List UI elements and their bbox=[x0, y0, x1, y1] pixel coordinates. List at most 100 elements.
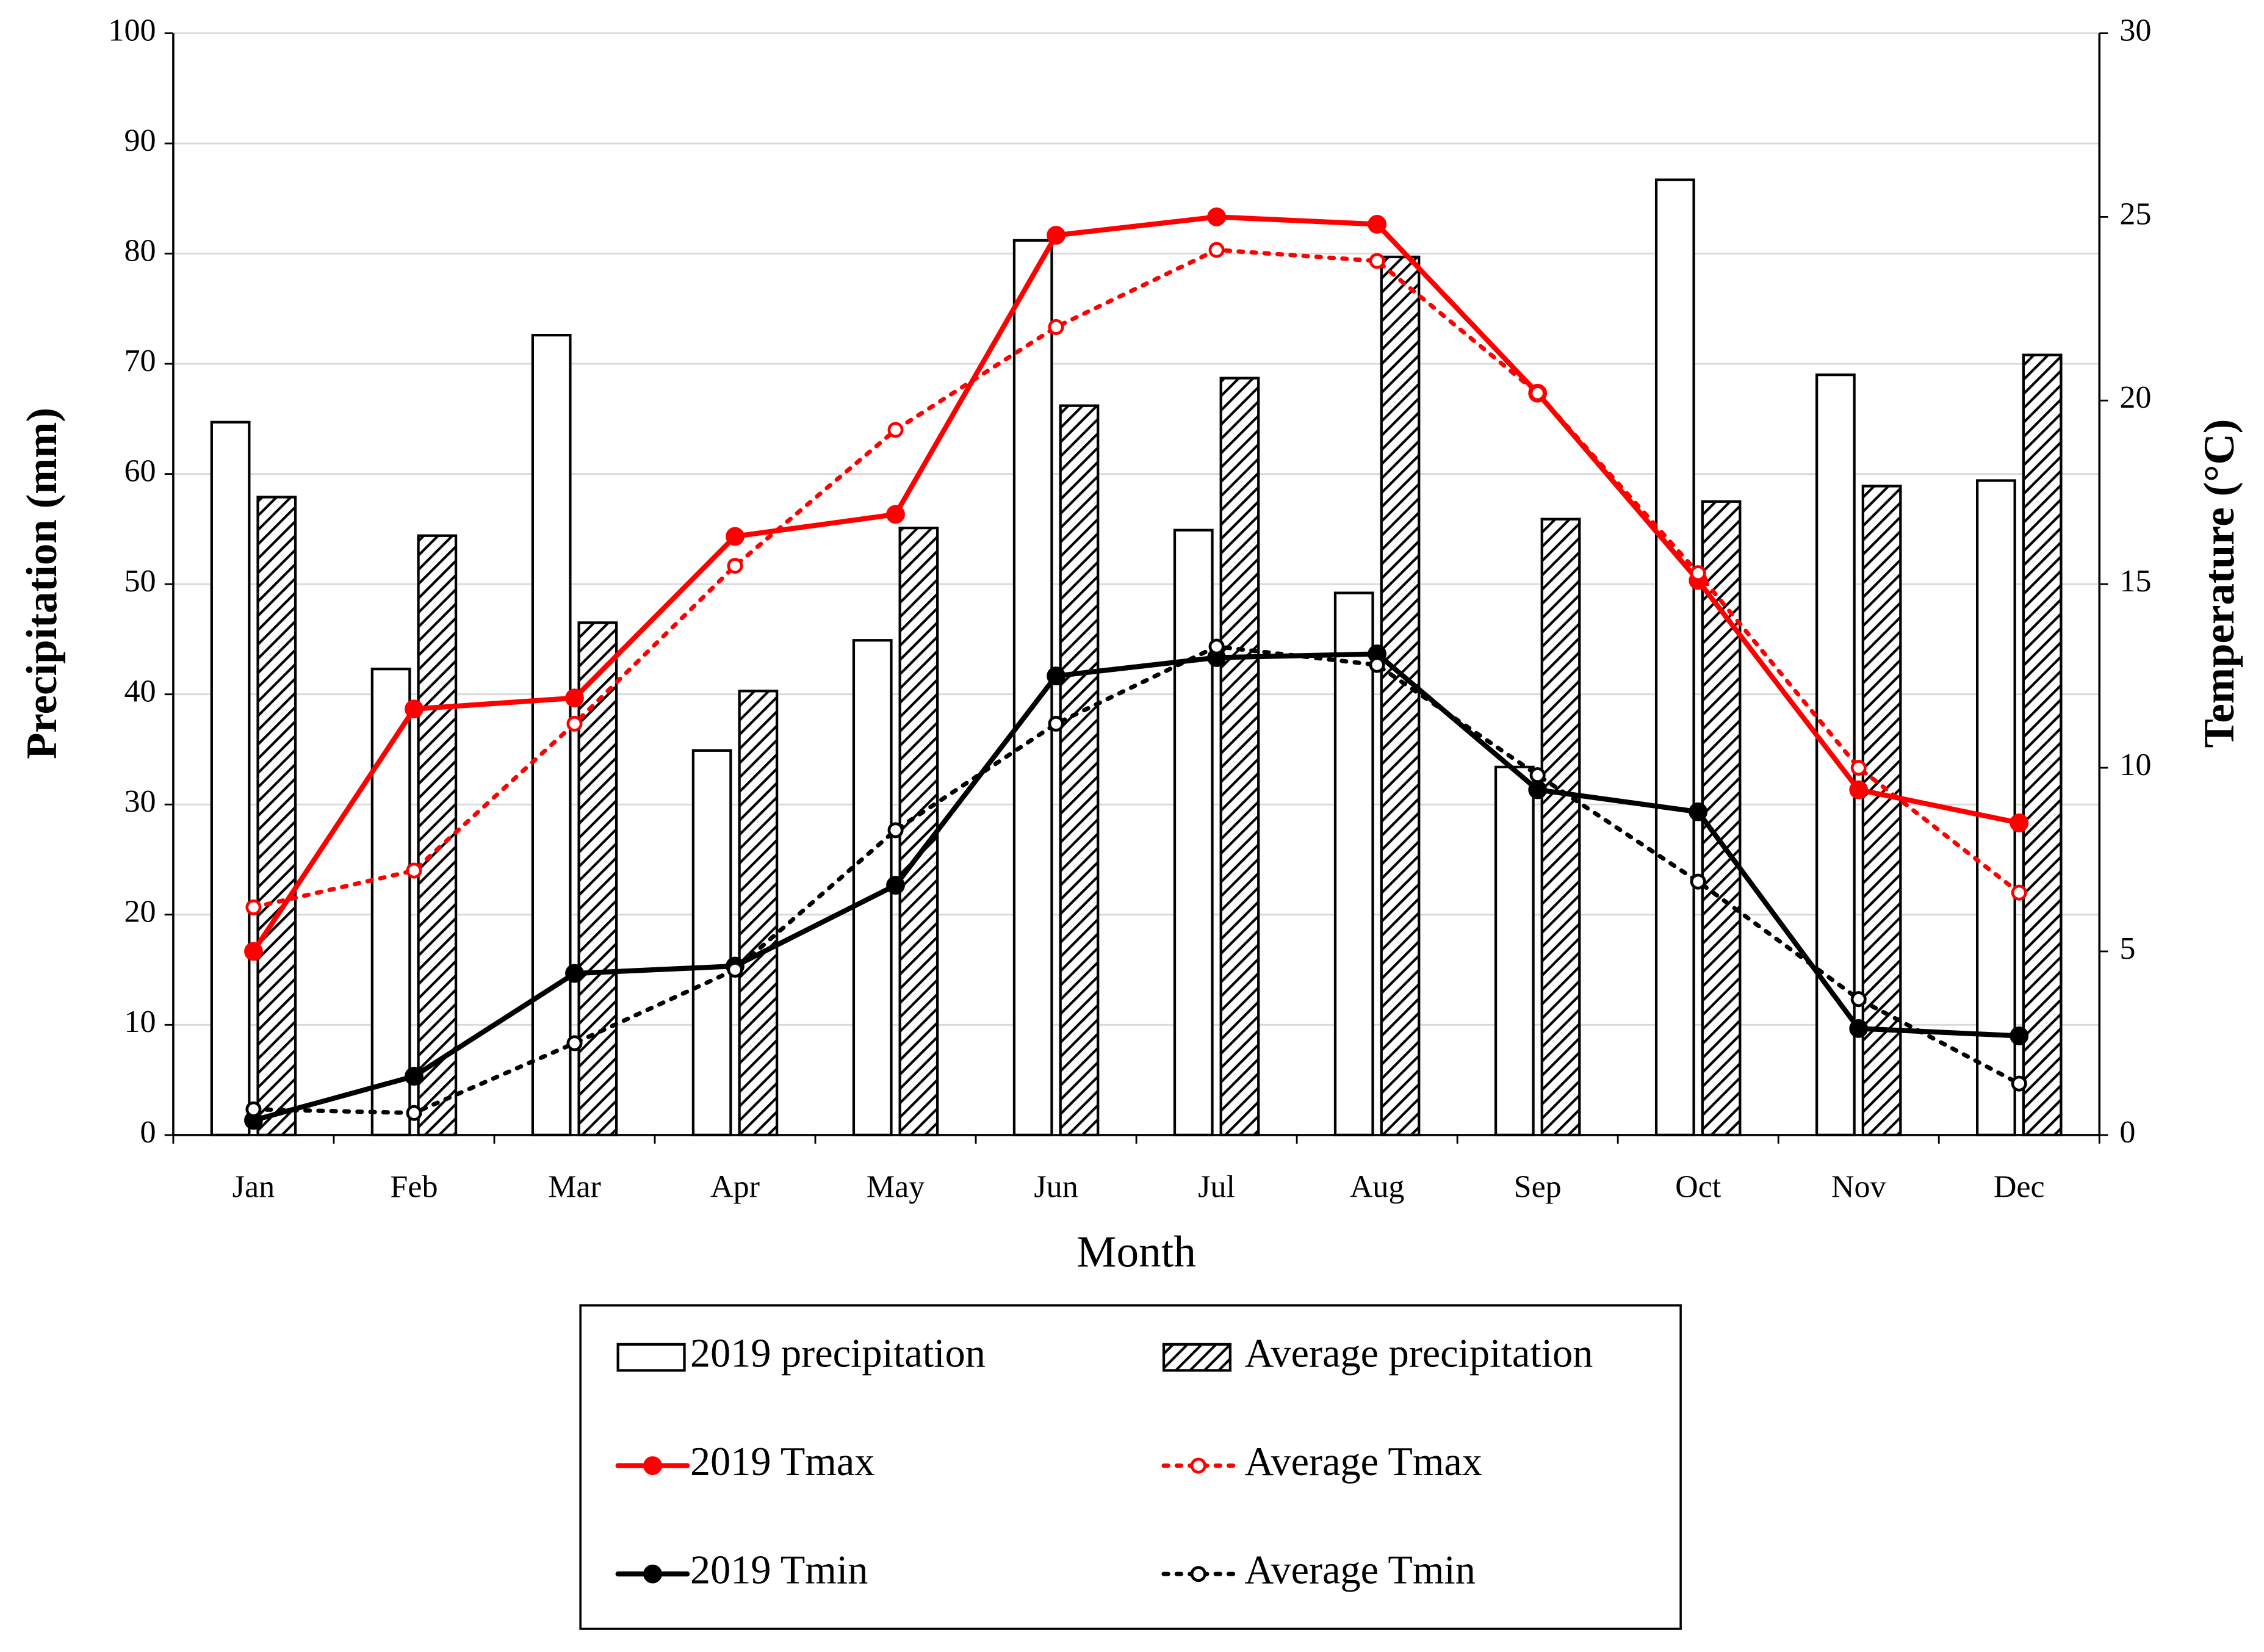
y-axis-title: Precipitation (mm) bbox=[18, 408, 66, 759]
marker bbox=[2010, 1026, 2029, 1045]
marker bbox=[1208, 242, 1225, 258]
marker bbox=[1369, 253, 1385, 269]
y-tick-label: 0 bbox=[140, 1115, 156, 1150]
marker bbox=[1850, 991, 1867, 1008]
marker bbox=[2010, 813, 2029, 832]
x-tick-label: Nov bbox=[1831, 1170, 1887, 1205]
x-tick-label: Sep bbox=[1514, 1170, 1562, 1205]
bar bbox=[1540, 518, 1581, 1136]
bar bbox=[1059, 404, 1100, 1136]
y-tick-label: 30 bbox=[124, 784, 156, 819]
marker bbox=[886, 505, 905, 524]
x-tick-label: Apr bbox=[710, 1170, 760, 1205]
marker bbox=[726, 527, 744, 546]
marker bbox=[405, 699, 424, 719]
legend-marker bbox=[1190, 1566, 1206, 1582]
marker bbox=[1047, 666, 1065, 686]
marker bbox=[566, 1035, 583, 1051]
bar bbox=[1333, 591, 1374, 1136]
x-tick-label: Jan bbox=[233, 1170, 275, 1205]
y2-tick-label: 15 bbox=[2119, 564, 2151, 599]
marker bbox=[1850, 760, 1867, 776]
marker bbox=[1047, 226, 1065, 245]
marker bbox=[1048, 319, 1064, 335]
marker bbox=[245, 1101, 262, 1117]
x-tick-label: May bbox=[867, 1170, 925, 1205]
bar bbox=[370, 668, 411, 1136]
bar bbox=[898, 526, 939, 1136]
bar bbox=[1012, 239, 1053, 1136]
y-tick-label: 40 bbox=[124, 674, 156, 709]
marker bbox=[1529, 767, 1546, 784]
bar bbox=[738, 690, 779, 1136]
legend-label: 2019 Tmin bbox=[690, 1548, 868, 1592]
marker bbox=[1849, 1019, 1869, 1038]
legend-marker bbox=[643, 1564, 662, 1584]
bar bbox=[852, 639, 893, 1136]
y-tick-label: 70 bbox=[124, 344, 156, 378]
bar bbox=[1173, 528, 1214, 1136]
legend-marker bbox=[1190, 1457, 1206, 1474]
legend-label: 2019 precipitation bbox=[690, 1331, 986, 1376]
y-tick-label: 90 bbox=[124, 123, 156, 158]
marker bbox=[1849, 780, 1869, 799]
marker bbox=[1528, 780, 1548, 799]
bar bbox=[1976, 479, 2016, 1136]
y-tick-label: 50 bbox=[124, 564, 156, 599]
bar bbox=[2022, 353, 2063, 1136]
bar bbox=[1861, 485, 1902, 1136]
legend-label: Average Tmin bbox=[1245, 1548, 1476, 1592]
bar bbox=[691, 749, 732, 1136]
marker bbox=[565, 688, 584, 708]
marker bbox=[2011, 1075, 2027, 1092]
x-tick-label: Jun bbox=[1034, 1170, 1078, 1205]
line bbox=[251, 651, 2022, 1123]
y2-tick-label: 10 bbox=[2119, 748, 2151, 782]
line bbox=[251, 247, 2022, 910]
line-series bbox=[245, 242, 2027, 915]
marker bbox=[1690, 565, 1706, 582]
marker bbox=[1368, 215, 1387, 234]
y2-tick-label: 5 bbox=[2119, 931, 2135, 966]
marker bbox=[566, 715, 583, 732]
marker bbox=[1208, 638, 1225, 655]
x-tick-label: Oct bbox=[1675, 1170, 1721, 1205]
bar bbox=[1654, 178, 1695, 1136]
marker bbox=[1369, 657, 1385, 673]
bar bbox=[577, 621, 618, 1136]
marker bbox=[887, 422, 904, 438]
y-tick-label: 60 bbox=[124, 454, 156, 489]
y2-tick-label: 30 bbox=[2119, 13, 2151, 48]
marker bbox=[1529, 385, 1546, 402]
marker bbox=[244, 942, 263, 961]
x-tick-label: Mar bbox=[548, 1170, 601, 1205]
line bbox=[251, 644, 2022, 1116]
legend-box bbox=[579, 1304, 1682, 1630]
y2-axis-title: Temperature (°C) bbox=[2196, 419, 2243, 748]
x-tick-label: Dec bbox=[1994, 1170, 2045, 1205]
x-tick-label: Feb bbox=[390, 1170, 438, 1205]
line-series bbox=[244, 644, 2029, 1130]
legend-swatch bbox=[1162, 1343, 1232, 1372]
bar bbox=[256, 496, 297, 1136]
line bbox=[251, 214, 2022, 954]
legend-label: Average precipitation bbox=[1245, 1331, 1593, 1376]
legend-label: 2019 Tmax bbox=[690, 1440, 874, 1484]
legend-swatch bbox=[616, 1343, 686, 1372]
marker bbox=[565, 964, 584, 983]
y2-tick-label: 20 bbox=[2119, 380, 2151, 415]
y-tick-label: 10 bbox=[124, 1005, 156, 1039]
y2-tick-label: 0 bbox=[2119, 1115, 2135, 1150]
marker bbox=[1048, 715, 1064, 732]
y-tick-label: 80 bbox=[124, 234, 156, 269]
bar bbox=[417, 534, 458, 1136]
legend-label: Average Tmax bbox=[1245, 1440, 1482, 1484]
x-axis-title: Month bbox=[1076, 1227, 1196, 1276]
marker bbox=[2011, 884, 2027, 901]
y2-tick-label: 25 bbox=[2119, 197, 2151, 231]
legend-marker bbox=[643, 1456, 662, 1476]
x-tick-label: Jul bbox=[1198, 1170, 1235, 1205]
bar bbox=[1219, 377, 1260, 1136]
x-tick-label: Aug bbox=[1350, 1170, 1405, 1205]
